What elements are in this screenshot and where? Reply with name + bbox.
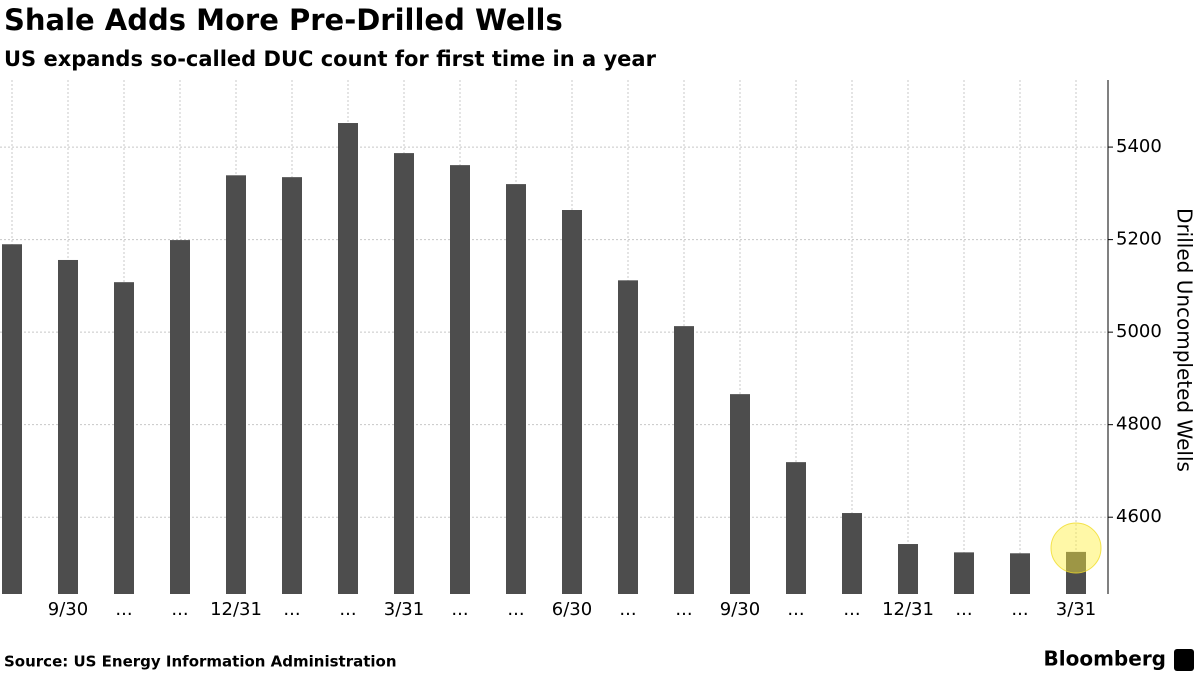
x-tick-label: ... <box>451 599 468 620</box>
bar <box>506 184 526 595</box>
x-tick-label: 12/31 <box>882 599 934 620</box>
y-tick-label: 5400 <box>1116 136 1162 157</box>
x-tick-label: ... <box>507 599 524 620</box>
x-tick-label: 9/30 <box>48 599 88 620</box>
brand: Bloomberg <box>1044 647 1166 671</box>
bar <box>618 280 638 594</box>
bar <box>58 259 78 594</box>
x-tick-label: ... <box>1011 599 1028 620</box>
bar <box>674 326 694 594</box>
bar <box>898 544 918 594</box>
y-tick-label: 5200 <box>1116 229 1162 250</box>
bar <box>226 175 246 595</box>
x-tick-label: ... <box>283 599 300 620</box>
bar <box>842 513 862 594</box>
x-tick-label: 12/31 <box>210 599 262 620</box>
bar <box>282 177 302 595</box>
x-tick-label: 3/31 <box>1056 599 1096 620</box>
chart-subtitle: US expands so-called DUC count for first… <box>4 47 657 71</box>
x-tick-label: 6/30 <box>552 599 592 620</box>
y-tick-label: 5000 <box>1116 321 1162 342</box>
x-tick-label: ... <box>171 599 188 620</box>
chart-title: Shale Adds More Pre-Drilled Wells <box>4 3 563 37</box>
bar <box>114 282 134 594</box>
x-tick-label: ... <box>619 599 636 620</box>
bar <box>786 462 806 594</box>
y-tick-label: 4800 <box>1116 414 1162 435</box>
bar <box>170 240 190 594</box>
bar <box>562 210 582 594</box>
x-tick-label: ... <box>787 599 804 620</box>
x-tick-label: ... <box>955 599 972 620</box>
x-tick-label: 9/30 <box>720 599 760 620</box>
x-tick-label: ... <box>675 599 692 620</box>
x-tick-label: ... <box>339 599 356 620</box>
brand-icon <box>1174 649 1194 671</box>
x-tick-label: ... <box>843 599 860 620</box>
x-tick-label: ... <box>115 599 132 620</box>
bar <box>730 394 750 594</box>
source: Source: US Energy Information Administra… <box>4 653 397 671</box>
bar <box>1010 553 1030 594</box>
bar <box>450 165 470 595</box>
y-tick-label: 4600 <box>1116 506 1162 527</box>
bar <box>954 552 974 594</box>
x-tick-label: 3/31 <box>384 599 424 620</box>
bar <box>338 123 358 595</box>
y-axis-label: Drilled Uncompleted Wells <box>1173 208 1197 472</box>
highlight <box>1050 522 1102 574</box>
bar <box>2 244 22 594</box>
bar <box>394 153 414 594</box>
